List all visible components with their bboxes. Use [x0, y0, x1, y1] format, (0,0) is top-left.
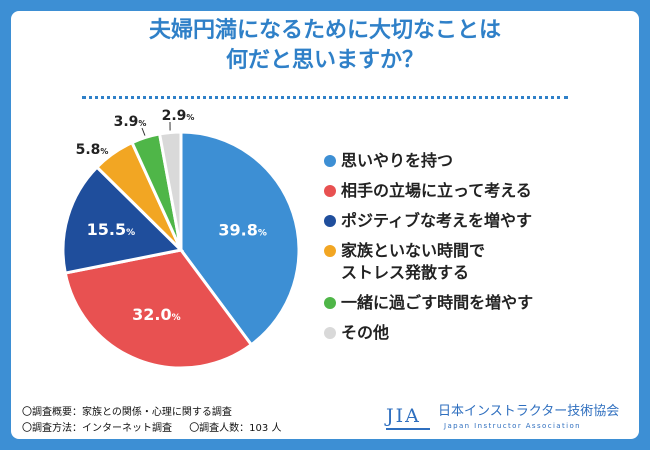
logo-underline — [386, 428, 430, 430]
legend-label: 一緒に過ごす時間を増やす — [341, 293, 534, 312]
slice-value-number: 39.8 — [218, 221, 257, 240]
legend-color-dot — [324, 297, 336, 309]
footnote-method: 〇調査方法：インターネット調査 — [22, 423, 172, 434]
pie-slice — [157, 130, 183, 251]
footnote-respondents: 〇調査人数：103 人 — [189, 423, 282, 434]
legend-item: その他 — [324, 322, 533, 344]
legend-label: 思いやりを持つ — [341, 151, 454, 170]
chart-title: 夫婦円満になるために大切なことは 何だと思いますか？ — [0, 16, 650, 76]
legend-color-dot — [324, 327, 336, 339]
legend-label: その他 — [341, 323, 390, 342]
pie-slice — [179, 130, 301, 347]
pie-slice-value-label: 15.5% — [87, 220, 136, 239]
footnote-method-line: 〇調査方法：インターネット調査 〇調査人数：103 人 — [22, 421, 295, 437]
pie-slice-value-label: 32.0% — [132, 305, 181, 324]
pie-slice-value-label: 5.8% — [76, 142, 109, 158]
footnote-overview: 〇調査概要：家族との関係・心理に関する調査 — [22, 407, 232, 418]
slice-value-number: 15.5 — [87, 220, 126, 239]
legend-item: 一緒に過ごす時間を増やす — [324, 292, 533, 314]
leader-line — [141, 127, 146, 136]
legend-item: 家族といない時間で ストレス発散する — [324, 240, 533, 284]
pie-slice — [61, 165, 185, 275]
pie-slice — [63, 248, 254, 370]
slice-value-unit: % — [138, 119, 146, 128]
slice-value-unit: % — [186, 113, 194, 122]
title-divider — [82, 96, 568, 99]
slice-value-unit: % — [172, 313, 181, 323]
pie-slice-value-label: 2.9% — [162, 108, 195, 124]
jia-logo: JIA 日本インストラクター技術協会 Japan Instructor Asso… — [386, 404, 619, 434]
legend-label: 相手の立場に立って考える — [341, 181, 532, 200]
slice-value-number: 32.0 — [132, 305, 171, 324]
legend-label: ポジティブな考えを増やす — [341, 211, 533, 230]
pie-slice-value-label: 3.9% — [114, 114, 147, 130]
slice-value-number: 3.9 — [114, 114, 139, 130]
logo-org-name-en: Japan Instructor Association — [444, 422, 581, 430]
legend-color-dot — [324, 155, 336, 167]
legend-color-dot — [324, 215, 336, 227]
legend-item: 思いやりを持つ — [324, 150, 533, 172]
legend-color-dot — [324, 185, 336, 197]
chart-legend: 思いやりを持つ相手の立場に立って考える ポジティブな考えを増やす家族といない時間で… — [324, 150, 533, 352]
logo-mark: JIA — [386, 405, 421, 427]
slice-value-number: 2.9 — [162, 108, 187, 124]
slice-value-unit: % — [126, 228, 135, 238]
slice-value-number: 5.8 — [76, 142, 101, 158]
chart-title-line-1: 夫婦円満になるために大切なことは — [148, 18, 501, 43]
logo-org-name: 日本インストラクター技術協会 — [438, 404, 620, 419]
slice-value-unit: % — [100, 147, 108, 156]
pie-slice-value-label: 39.8% — [218, 221, 267, 240]
legend-item: ポジティブな考えを増やす — [324, 210, 533, 232]
legend-item: 相手の立場に立って考える — [324, 180, 533, 202]
legend-color-dot — [324, 245, 336, 257]
slice-value-unit: % — [258, 229, 267, 239]
chart-title-line-2: 何だと思いますか？ — [225, 48, 424, 73]
survey-footnotes: 〇調査概要：家族との関係・心理に関する調査 〇調査方法：インターネット調査 〇調… — [22, 405, 295, 437]
legend-label: 家族といない時間で ストレス発散する — [341, 241, 486, 282]
